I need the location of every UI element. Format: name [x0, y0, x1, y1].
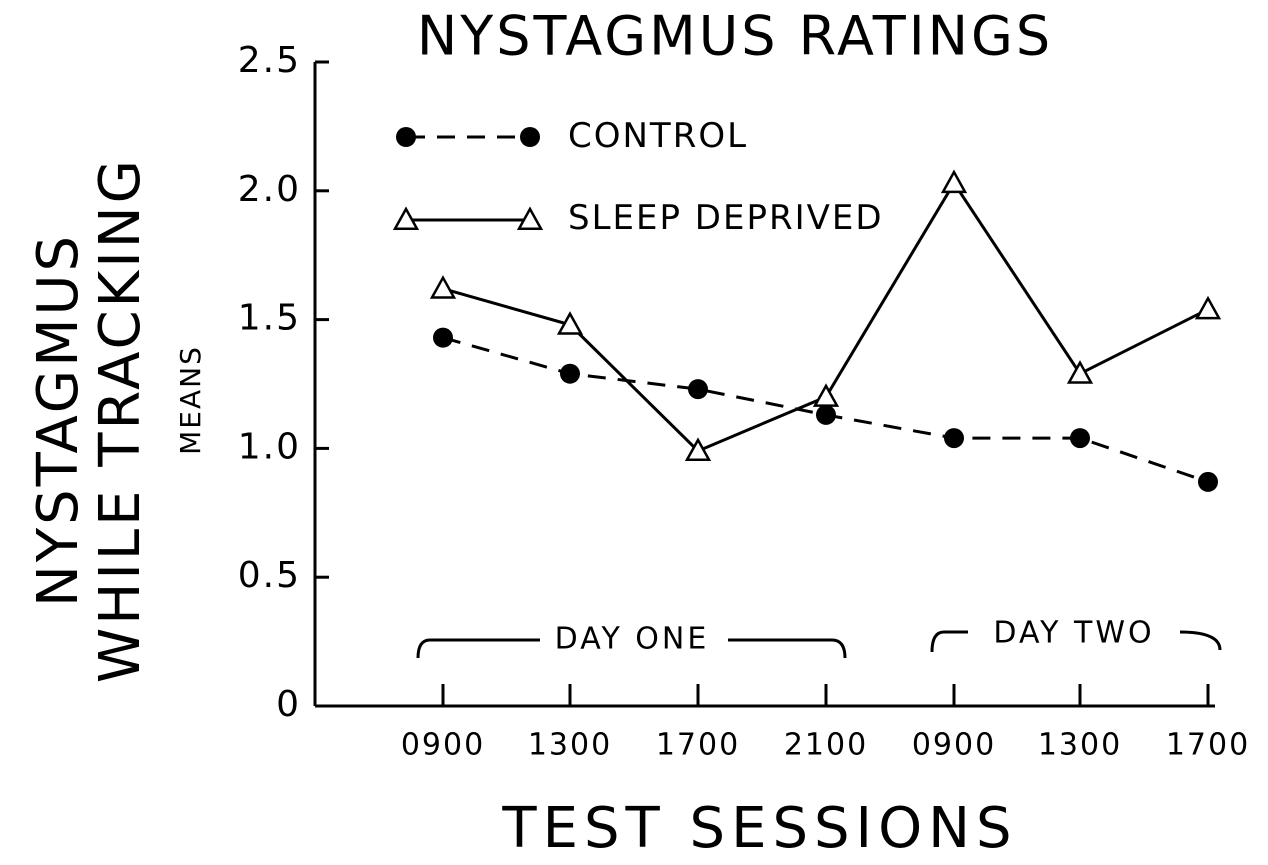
annotation: DAY ONE — [555, 622, 710, 657]
marker — [1194, 295, 1222, 320]
legend-label: CONTROL — [568, 116, 749, 156]
day-bracket — [930, 630, 1222, 653]
marker — [940, 169, 968, 194]
x-tick-label: 1700 — [1166, 728, 1250, 763]
marker — [812, 383, 840, 407]
marker — [1070, 428, 1090, 449]
y-axis-units: MEANS — [174, 345, 207, 455]
marker — [560, 363, 580, 384]
x-tick-label: 1700 — [656, 728, 740, 763]
x-axis-label: TEST SESSIONS — [501, 796, 1017, 861]
y-tick-label: 0.5 — [238, 555, 301, 596]
marker — [520, 127, 540, 147]
marker — [1198, 471, 1218, 492]
x-tick-label: 2100 — [784, 728, 868, 763]
x-tick-label: 0900 — [912, 728, 996, 763]
marker — [944, 428, 964, 449]
marker — [684, 437, 712, 462]
y-axis-label: NYSTAGMUS — [26, 233, 91, 607]
y-tick-label: 2.0 — [238, 169, 301, 210]
marker — [816, 404, 836, 425]
x-tick-label: 1300 — [1038, 728, 1122, 763]
x-tick-label: 0900 — [401, 728, 485, 763]
y-tick-label: 1.5 — [238, 298, 301, 339]
y-tick-label: 0 — [276, 684, 301, 725]
marker — [433, 327, 453, 348]
day-bracket — [416, 638, 847, 659]
x-tick-label: 1300 — [528, 728, 612, 763]
chart-title: NYSTAGMUS RATINGS — [417, 5, 1053, 68]
y-tick-label: 1.0 — [238, 426, 301, 467]
marker — [392, 206, 420, 231]
legend-label: SLEEP DEPRIVED — [568, 198, 884, 238]
marker — [396, 127, 416, 147]
y-tick-label: 2.5 — [238, 40, 301, 81]
annotation: DAY TWO — [993, 616, 1154, 651]
marker — [429, 275, 457, 299]
marker — [556, 311, 584, 335]
marker — [516, 206, 544, 231]
marker — [1066, 360, 1094, 384]
marker — [688, 379, 708, 400]
y-axis-label: WHILE TRACKING — [88, 157, 153, 683]
